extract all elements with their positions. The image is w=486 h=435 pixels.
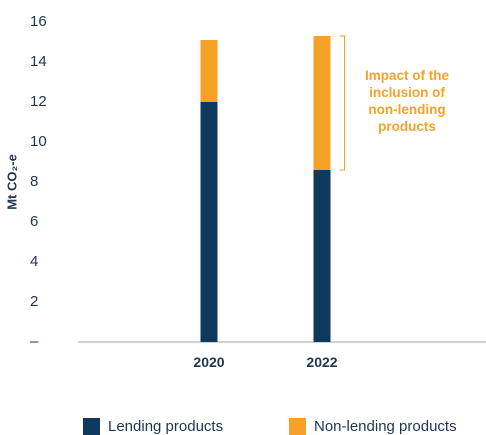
y-tick-label: 12 [30,93,47,110]
annotation-text: Impact of the inclusion of non-lending prod… [365,68,449,134]
annotation-bracket [339,35,345,171]
legend-swatch-non-lending [289,418,306,435]
y-tick-label: 2 [30,293,38,310]
legend: Lending products Non-lending products [83,418,457,435]
bar-lending-2020 [200,102,218,342]
x-tick-label: 2020 [193,354,224,370]
legend-label-non-lending: Non-lending products [314,418,457,435]
legend-swatch-lending [83,418,100,435]
legend-label-lending: Lending products [108,418,223,435]
y-tick-label: – [30,333,39,350]
x-axis-labels: 2020 2022 [193,354,337,370]
y-tick-label: 4 [30,253,38,270]
y-tick-label: 10 [30,133,47,150]
y-tick-label: 16 [30,13,47,30]
bar-non-lending-2022 [313,36,331,170]
bar-lending-2022 [313,170,331,342]
bars [200,36,331,342]
y-axis-ticks: – 2 4 6 8 10 12 14 16 [30,13,47,350]
y-tick-label: 6 [30,213,38,230]
y-axis-title: Mt CO₂-e [4,154,19,210]
annotation: Impact of the inclusion of non-lending prod… [339,35,449,171]
x-tick-label: 2022 [306,354,337,370]
y-tick-label: 8 [30,173,38,190]
y-tick-label: 14 [30,53,47,70]
bar-non-lending-2020 [200,40,218,102]
